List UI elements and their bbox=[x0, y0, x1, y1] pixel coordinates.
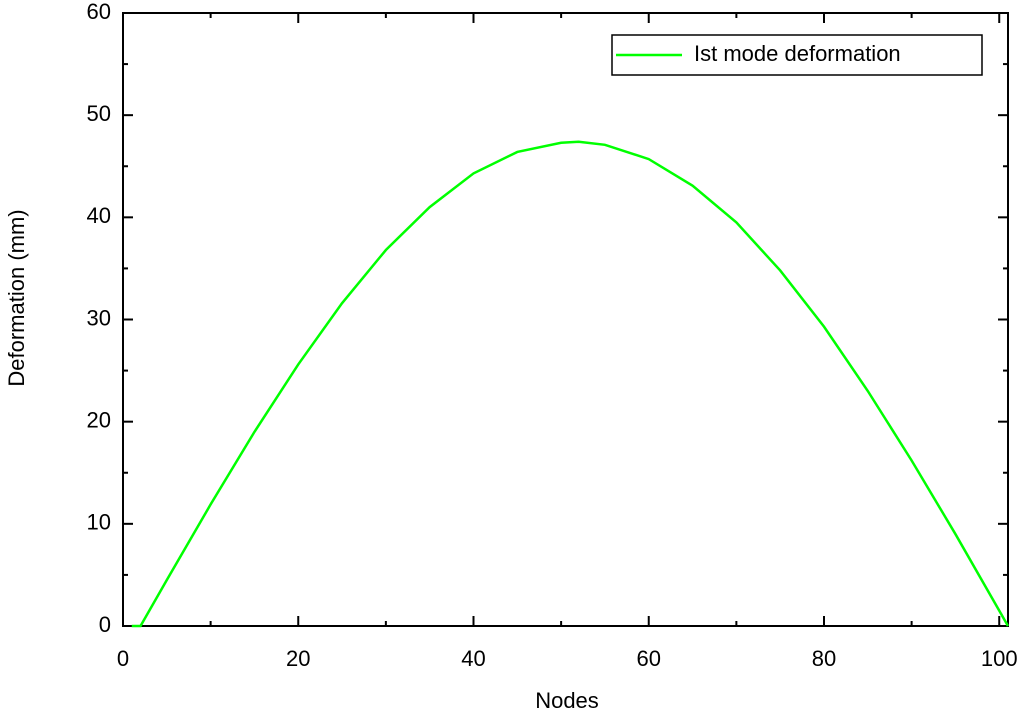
x-tick-label: 0 bbox=[117, 646, 129, 671]
y-tick-label: 40 bbox=[87, 203, 111, 228]
x-axis-label: Nodes bbox=[535, 688, 599, 713]
y-tick-label: 10 bbox=[87, 510, 111, 535]
plot-frame bbox=[122, 12, 1009, 627]
y-tick-label: 50 bbox=[87, 101, 111, 126]
x-tick-label: 20 bbox=[286, 646, 310, 671]
x-tick-label: 80 bbox=[812, 646, 836, 671]
y-tick-label: 30 bbox=[87, 305, 111, 330]
x-tick-label: 60 bbox=[637, 646, 661, 671]
y-tick-label: 60 bbox=[87, 0, 111, 24]
legend-label: Ist mode deformation bbox=[694, 41, 901, 66]
y-axis-label: Deformation (mm) bbox=[4, 209, 29, 386]
x-tick-label: 40 bbox=[461, 646, 485, 671]
x-tick-label: 100 bbox=[981, 646, 1018, 671]
y-tick-label: 20 bbox=[87, 407, 111, 432]
data-line bbox=[131, 140, 1010, 628]
y-tick-label: 0 bbox=[99, 612, 111, 637]
